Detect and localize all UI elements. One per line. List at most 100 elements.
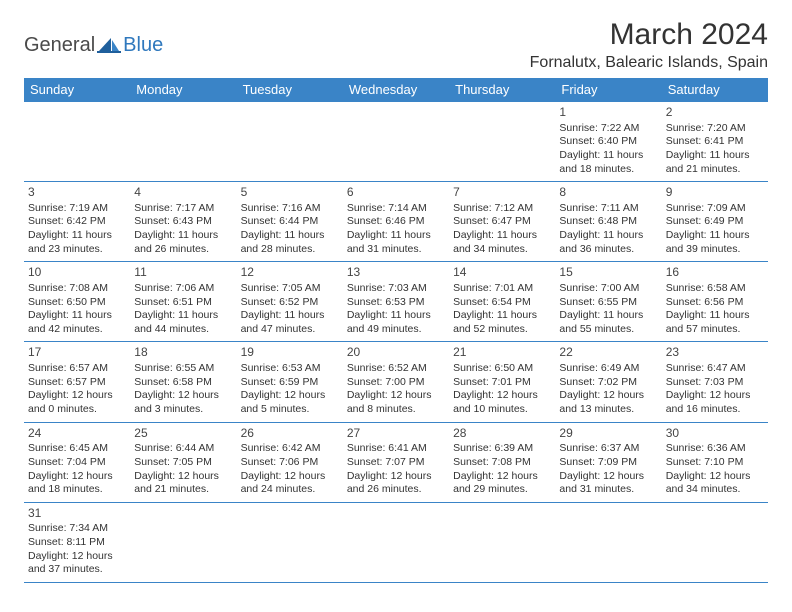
calendar-cell	[662, 502, 768, 582]
calendar-cell: 17Sunrise: 6:57 AMSunset: 6:57 PMDayligh…	[24, 342, 130, 422]
daylight-line-1: Daylight: 12 hours	[347, 470, 445, 484]
logo-text-1: General	[24, 34, 95, 57]
calendar-cell: 11Sunrise: 7:06 AMSunset: 6:51 PMDayligh…	[130, 262, 236, 342]
calendar-cell: 19Sunrise: 6:53 AMSunset: 6:59 PMDayligh…	[237, 342, 343, 422]
sunset-line: Sunset: 6:43 PM	[134, 215, 232, 229]
daylight-line-2: and 3 minutes.	[134, 403, 232, 417]
sunrise-line: Sunrise: 7:05 AM	[241, 282, 339, 296]
sunset-line: Sunset: 6:46 PM	[347, 215, 445, 229]
daylight-line-2: and 8 minutes.	[347, 403, 445, 417]
page-title: March 2024	[530, 18, 768, 52]
calendar-cell: 1Sunrise: 7:22 AMSunset: 6:40 PMDaylight…	[555, 102, 661, 182]
sunset-line: Sunset: 7:09 PM	[559, 456, 657, 470]
day-header: Tuesday	[237, 78, 343, 102]
sunrise-line: Sunrise: 6:47 AM	[666, 362, 764, 376]
sunset-line: Sunset: 6:52 PM	[241, 296, 339, 310]
sunset-line: Sunset: 7:04 PM	[28, 456, 126, 470]
daylight-line-1: Daylight: 11 hours	[241, 309, 339, 323]
daylight-line-2: and 37 minutes.	[28, 563, 126, 577]
daylight-line-1: Daylight: 12 hours	[134, 470, 232, 484]
daylight-line-2: and 26 minutes.	[134, 243, 232, 257]
day-number: 20	[347, 345, 445, 361]
daylight-line-1: Daylight: 11 hours	[666, 309, 764, 323]
sunset-line: Sunset: 7:03 PM	[666, 376, 764, 390]
daylight-line-1: Daylight: 12 hours	[28, 470, 126, 484]
daylight-line-2: and 39 minutes.	[666, 243, 764, 257]
daylight-line-1: Daylight: 11 hours	[28, 309, 126, 323]
daylight-line-2: and 28 minutes.	[241, 243, 339, 257]
day-number: 18	[134, 345, 232, 361]
calendar-cell: 16Sunrise: 6:58 AMSunset: 6:56 PMDayligh…	[662, 262, 768, 342]
daylight-line-1: Daylight: 12 hours	[241, 389, 339, 403]
calendar-cell: 28Sunrise: 6:39 AMSunset: 7:08 PMDayligh…	[449, 422, 555, 502]
calendar-cell: 21Sunrise: 6:50 AMSunset: 7:01 PMDayligh…	[449, 342, 555, 422]
sunrise-line: Sunrise: 6:39 AM	[453, 442, 551, 456]
day-number: 4	[134, 185, 232, 201]
sunrise-line: Sunrise: 6:53 AM	[241, 362, 339, 376]
sunrise-line: Sunrise: 6:37 AM	[559, 442, 657, 456]
daylight-line-2: and 52 minutes.	[453, 323, 551, 337]
calendar-cell	[343, 102, 449, 182]
daylight-line-2: and 55 minutes.	[559, 323, 657, 337]
day-number: 24	[28, 426, 126, 442]
daylight-line-1: Daylight: 11 hours	[559, 149, 657, 163]
calendar-cell: 3Sunrise: 7:19 AMSunset: 6:42 PMDaylight…	[24, 182, 130, 262]
day-header: Monday	[130, 78, 236, 102]
day-number: 2	[666, 105, 764, 121]
daylight-line-2: and 18 minutes.	[559, 163, 657, 177]
calendar-row: 1Sunrise: 7:22 AMSunset: 6:40 PMDaylight…	[24, 102, 768, 182]
calendar-cell: 12Sunrise: 7:05 AMSunset: 6:52 PMDayligh…	[237, 262, 343, 342]
day-number: 8	[559, 185, 657, 201]
calendar-cell: 23Sunrise: 6:47 AMSunset: 7:03 PMDayligh…	[662, 342, 768, 422]
day-header: Wednesday	[343, 78, 449, 102]
sunrise-line: Sunrise: 7:03 AM	[347, 282, 445, 296]
sunrise-line: Sunrise: 7:01 AM	[453, 282, 551, 296]
calendar-cell: 10Sunrise: 7:08 AMSunset: 6:50 PMDayligh…	[24, 262, 130, 342]
sunrise-line: Sunrise: 7:08 AM	[28, 282, 126, 296]
day-header: Thursday	[449, 78, 555, 102]
title-block: March 2024 Fornalutx, Balearic Islands, …	[530, 18, 768, 72]
daylight-line-1: Daylight: 12 hours	[28, 550, 126, 564]
calendar-table: SundayMondayTuesdayWednesdayThursdayFrid…	[24, 78, 768, 583]
sunrise-line: Sunrise: 6:42 AM	[241, 442, 339, 456]
day-number: 26	[241, 426, 339, 442]
calendar-cell: 20Sunrise: 6:52 AMSunset: 7:00 PMDayligh…	[343, 342, 449, 422]
sail-icon	[97, 36, 121, 54]
location-text: Fornalutx, Balearic Islands, Spain	[530, 54, 768, 72]
day-header: Sunday	[24, 78, 130, 102]
calendar-row: 31Sunrise: 7:34 AMSunset: 8:11 PMDayligh…	[24, 502, 768, 582]
daylight-line-2: and 34 minutes.	[453, 243, 551, 257]
sunrise-line: Sunrise: 7:09 AM	[666, 202, 764, 216]
day-number: 14	[453, 265, 551, 281]
sunset-line: Sunset: 6:57 PM	[28, 376, 126, 390]
day-number: 5	[241, 185, 339, 201]
day-number: 15	[559, 265, 657, 281]
sunset-line: Sunset: 7:00 PM	[347, 376, 445, 390]
calendar-cell	[237, 502, 343, 582]
day-number: 6	[347, 185, 445, 201]
calendar-cell: 31Sunrise: 7:34 AMSunset: 8:11 PMDayligh…	[24, 502, 130, 582]
calendar-cell: 26Sunrise: 6:42 AMSunset: 7:06 PMDayligh…	[237, 422, 343, 502]
calendar-cell	[24, 102, 130, 182]
daylight-line-1: Daylight: 12 hours	[559, 389, 657, 403]
day-number: 25	[134, 426, 232, 442]
sunrise-line: Sunrise: 6:50 AM	[453, 362, 551, 376]
calendar-cell: 18Sunrise: 6:55 AMSunset: 6:58 PMDayligh…	[130, 342, 236, 422]
calendar-cell: 30Sunrise: 6:36 AMSunset: 7:10 PMDayligh…	[662, 422, 768, 502]
daylight-line-2: and 44 minutes.	[134, 323, 232, 337]
daylight-line-1: Daylight: 11 hours	[28, 229, 126, 243]
sunset-line: Sunset: 6:55 PM	[559, 296, 657, 310]
sunrise-line: Sunrise: 7:34 AM	[28, 522, 126, 536]
daylight-line-1: Daylight: 12 hours	[559, 470, 657, 484]
calendar-cell: 6Sunrise: 7:14 AMSunset: 6:46 PMDaylight…	[343, 182, 449, 262]
daylight-line-2: and 34 minutes.	[666, 483, 764, 497]
calendar-cell: 5Sunrise: 7:16 AMSunset: 6:44 PMDaylight…	[237, 182, 343, 262]
sunrise-line: Sunrise: 6:49 AM	[559, 362, 657, 376]
day-number: 13	[347, 265, 445, 281]
sunset-line: Sunset: 6:50 PM	[28, 296, 126, 310]
calendar-cell: 9Sunrise: 7:09 AMSunset: 6:49 PMDaylight…	[662, 182, 768, 262]
calendar-cell	[130, 502, 236, 582]
sunset-line: Sunset: 6:42 PM	[28, 215, 126, 229]
sunset-line: Sunset: 7:10 PM	[666, 456, 764, 470]
logo: General Blue	[24, 34, 163, 57]
